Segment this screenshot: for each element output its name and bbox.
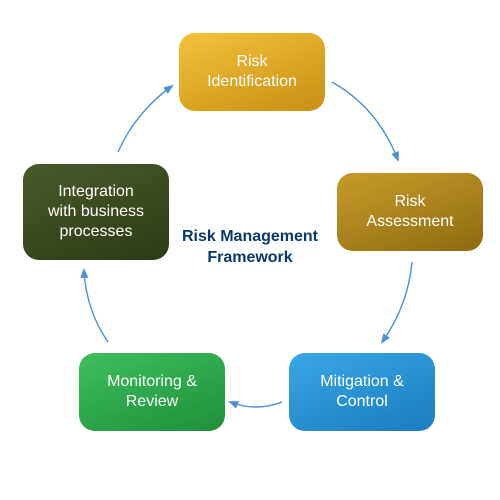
arrow-3 bbox=[84, 270, 108, 342]
node-monitoring-review: Monitoring &Review bbox=[79, 353, 225, 431]
node-integration-processes: Integrationwith businessprocesses bbox=[23, 164, 169, 260]
center-title-line2: Framework bbox=[165, 248, 335, 269]
center-title: Risk Management Framework bbox=[165, 227, 335, 269]
arrow-1 bbox=[382, 262, 412, 342]
node-mitigation-control: Mitigation &Control bbox=[289, 353, 435, 431]
node-label: RiskAssessment bbox=[366, 192, 453, 232]
arrow-2 bbox=[230, 402, 282, 407]
arrow-4 bbox=[118, 86, 172, 152]
center-title-line1: Risk Management bbox=[165, 227, 335, 248]
node-label: Integrationwith businessprocesses bbox=[48, 182, 144, 242]
node-label: Monitoring &Review bbox=[107, 372, 197, 412]
node-risk-identification: RiskIdentification bbox=[179, 33, 325, 111]
arrow-0 bbox=[332, 82, 398, 160]
node-risk-assessment: RiskAssessment bbox=[337, 173, 483, 251]
node-label: RiskIdentification bbox=[207, 52, 297, 92]
node-label: Mitigation &Control bbox=[320, 372, 404, 412]
